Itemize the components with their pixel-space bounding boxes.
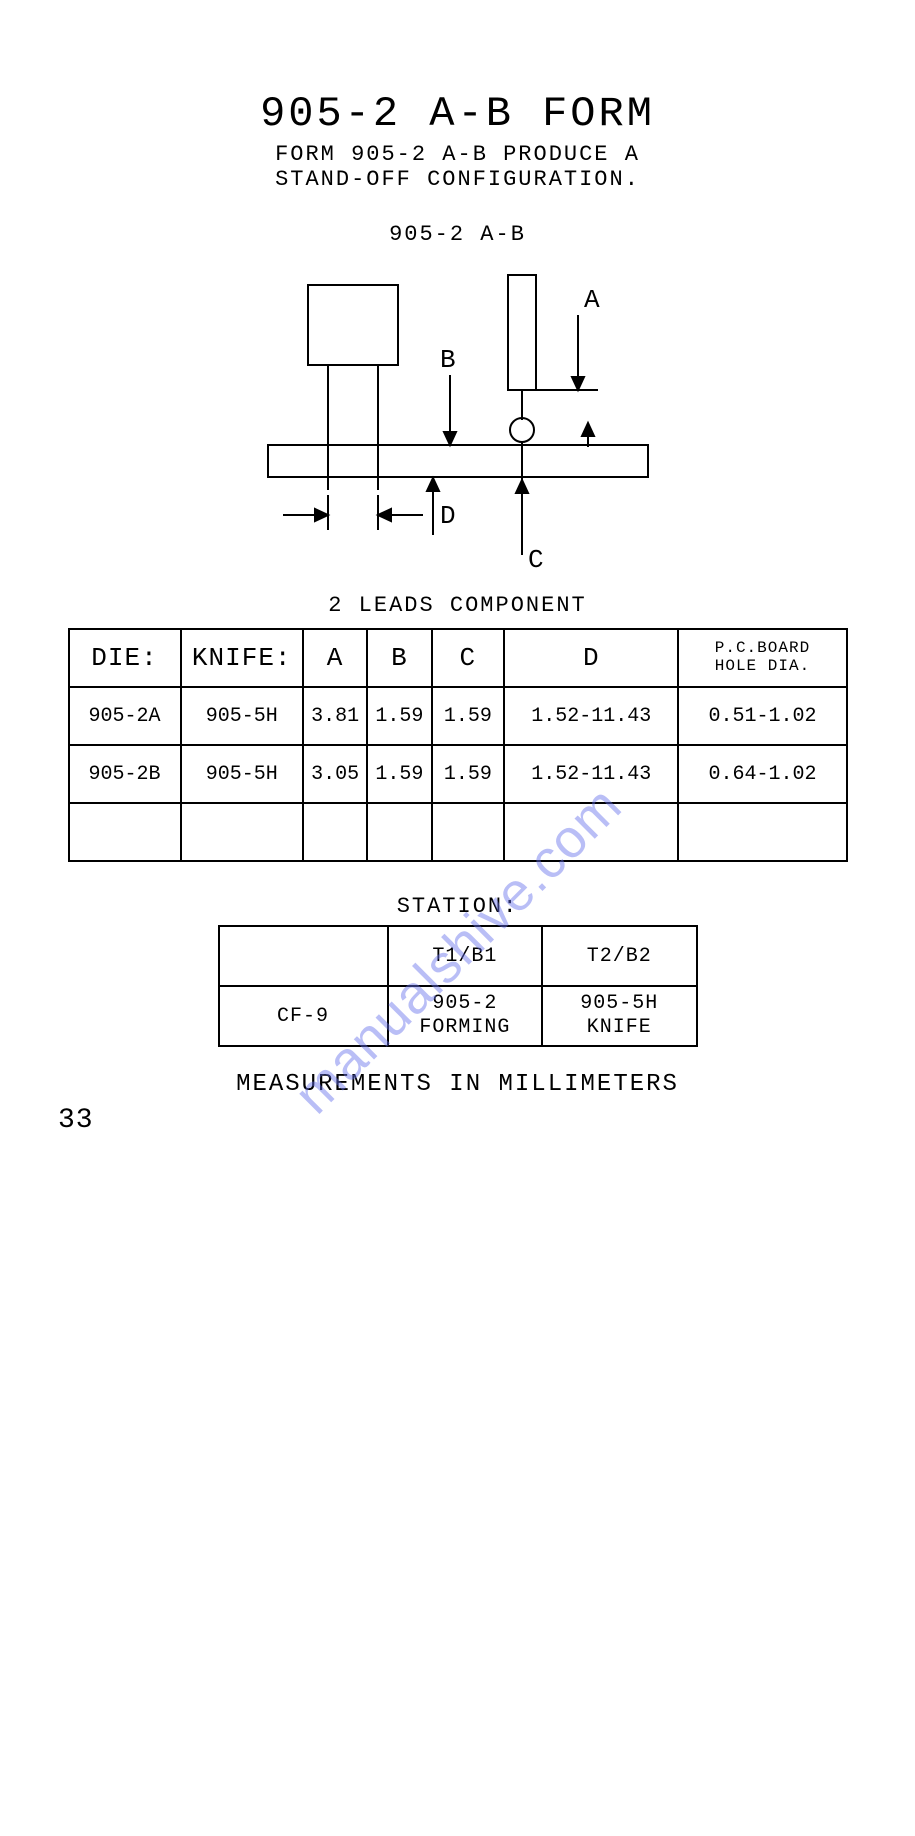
- table-row: 905-2A 905-5H 3.81 1.59 1.59 1.52-11.43 …: [69, 687, 847, 745]
- table-row: 905-2B 905-5H 3.05 1.59 1.59 1.52-11.43 …: [69, 745, 847, 803]
- station-table: T1/B1 T2/B2 CF-9 905-2FORMING 905-5HKNIF…: [218, 925, 698, 1047]
- col-header-c: C: [432, 629, 505, 687]
- cell: 905-2FORMING: [388, 986, 543, 1046]
- cell: [181, 803, 303, 861]
- cell: 3.05: [303, 745, 367, 803]
- station-caption: STATION:: [0, 894, 915, 919]
- cell: [678, 803, 846, 861]
- cell: CF-9: [219, 986, 388, 1046]
- dim-label-d: D: [440, 501, 456, 531]
- cell: [504, 803, 678, 861]
- cell: 1.59: [432, 687, 505, 745]
- dim-label-b: B: [440, 345, 456, 375]
- subtitle-line-1: FORM 905-2 A-B PRODUCE A: [0, 142, 915, 167]
- dim-label-a: A: [584, 285, 600, 315]
- dim-label-c: C: [528, 545, 544, 575]
- tech-drawing-page: manualshive.com 905-2 A-B FORM FORM 905-…: [0, 0, 915, 1836]
- cell: 1.52-11.43: [504, 687, 678, 745]
- cell: 1.59: [367, 687, 431, 745]
- cell: 1.59: [432, 745, 505, 803]
- cell: [69, 803, 181, 861]
- col-header-d: D: [504, 629, 678, 687]
- cell: 0.64-1.02: [678, 745, 846, 803]
- table-header-row: DIE: KNIFE: A B C D P.C.BOARDHOLE DIA.: [69, 629, 847, 687]
- table-row: CF-9 905-2FORMING 905-5HKNIFE: [219, 986, 697, 1046]
- col-header-pcb: P.C.BOARDHOLE DIA.: [678, 629, 846, 687]
- table-row: [69, 803, 847, 861]
- cell: [367, 803, 431, 861]
- spec-table: DIE: KNIFE: A B C D P.C.BOARDHOLE DIA. 9…: [68, 628, 848, 862]
- table-row: T1/B1 T2/B2: [219, 926, 697, 986]
- leads-caption: 2 LEADS COMPONENT: [0, 593, 915, 618]
- cell: 1.52-11.43: [504, 745, 678, 803]
- cell: 905-2B: [69, 745, 181, 803]
- cell: [219, 926, 388, 986]
- cell: 905-2A: [69, 687, 181, 745]
- measurements-note: MEASUREMENTS IN MILLIMETERS: [0, 1071, 915, 1098]
- col-header-a: A: [303, 629, 367, 687]
- cell: 3.81: [303, 687, 367, 745]
- col-header-die: DIE:: [69, 629, 181, 687]
- stand-off-diagram: A B C: [228, 255, 688, 575]
- subtitle-line-2: STAND-OFF CONFIGURATION.: [0, 167, 915, 192]
- col-header-b: B: [367, 629, 431, 687]
- cell: T2/B2: [542, 926, 696, 986]
- cell: 905-5H: [181, 745, 303, 803]
- cell: 1.59: [367, 745, 431, 803]
- col-header-knife: KNIFE:: [181, 629, 303, 687]
- diagram-container: A B C: [0, 255, 915, 575]
- cell: 0.51-1.02: [678, 687, 846, 745]
- diagram-caption: 905-2 A-B: [0, 222, 915, 247]
- cell: T1/B1: [388, 926, 543, 986]
- page-number: 33: [58, 1105, 94, 1136]
- cell: [303, 803, 367, 861]
- cell: 905-5HKNIFE: [542, 986, 696, 1046]
- page-title: 905-2 A-B FORM: [0, 90, 915, 138]
- cell: [432, 803, 505, 861]
- cell: 905-5H: [181, 687, 303, 745]
